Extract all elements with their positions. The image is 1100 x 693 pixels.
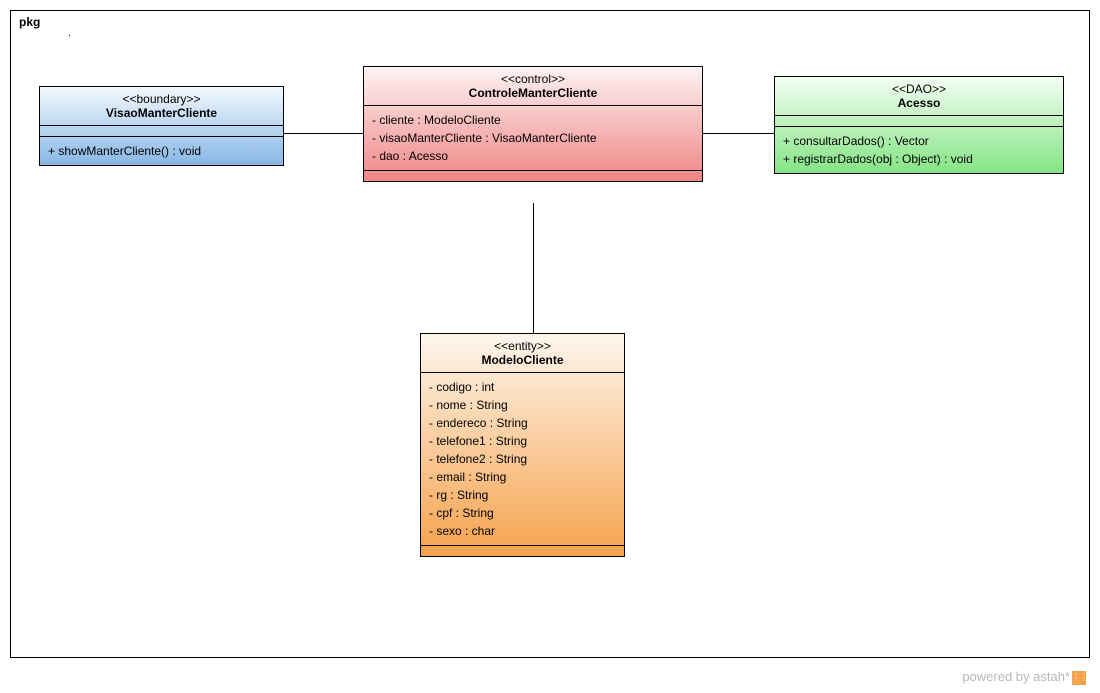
attributes-section: - codigo : int - nome : String - enderec… bbox=[421, 373, 624, 546]
operations-section: + showManterCliente() : void bbox=[40, 137, 283, 165]
attributes-section bbox=[40, 126, 283, 137]
connector-control-dao bbox=[703, 133, 774, 134]
attribute: - sexo : char bbox=[429, 522, 616, 540]
class-header: <<DAO>> Acesso bbox=[775, 77, 1063, 116]
stereotype: <<control>> bbox=[372, 72, 694, 86]
footer-text: powered by astah* bbox=[962, 669, 1070, 684]
footer-credit: powered by astah*⋮⋮ bbox=[962, 669, 1086, 685]
operation: + consultarDados() : Vector bbox=[783, 132, 1055, 150]
class-name: VisaoManterCliente bbox=[48, 106, 275, 120]
attribute: - endereco : String bbox=[429, 414, 616, 432]
class-boundary: <<boundary>> VisaoManterCliente + showMa… bbox=[39, 86, 284, 166]
attribute: - rg : String bbox=[429, 486, 616, 504]
package-label: pkg bbox=[19, 15, 40, 29]
class-header: <<control>> ControleManterCliente bbox=[364, 67, 702, 106]
attribute: - cpf : String bbox=[429, 504, 616, 522]
stereotype: <<boundary>> bbox=[48, 92, 275, 106]
attribute: - nome : String bbox=[429, 396, 616, 414]
class-name: Acesso bbox=[783, 96, 1055, 110]
class-name: ControleManterCliente bbox=[372, 86, 694, 100]
class-entity: <<entity>> ModeloCliente - codigo : int … bbox=[420, 333, 625, 557]
operations-section: + consultarDados() : Vector + registrarD… bbox=[775, 127, 1063, 173]
attributes-section: - cliente : ModeloCliente - visaoManterC… bbox=[364, 106, 702, 171]
class-name: ModeloCliente bbox=[429, 353, 616, 367]
operations-section bbox=[421, 546, 624, 556]
stereotype: <<entity>> bbox=[429, 339, 616, 353]
package-frame: pkg <<boundary>> VisaoManterCliente + sh… bbox=[10, 10, 1090, 658]
class-header: <<entity>> ModeloCliente bbox=[421, 334, 624, 373]
attribute: - email : String bbox=[429, 468, 616, 486]
connector-boundary-control bbox=[284, 133, 363, 134]
class-dao: <<DAO>> Acesso + consultarDados() : Vect… bbox=[774, 76, 1064, 174]
attribute: - dao : Acesso bbox=[372, 147, 694, 165]
attribute: - telefone2 : String bbox=[429, 450, 616, 468]
package-tab: pkg bbox=[10, 10, 70, 36]
class-header: <<boundary>> VisaoManterCliente bbox=[40, 87, 283, 126]
attribute: - cliente : ModeloCliente bbox=[372, 111, 694, 129]
operation: + registrarDados(obj : Object) : void bbox=[783, 150, 1055, 168]
attribute: - codigo : int bbox=[429, 378, 616, 396]
attributes-section bbox=[775, 116, 1063, 127]
class-control: <<control>> ControleManterCliente - clie… bbox=[363, 66, 703, 182]
connector-control-entity bbox=[533, 203, 534, 333]
attribute: - visaoManterCliente : VisaoManterClient… bbox=[372, 129, 694, 147]
stereotype: <<DAO>> bbox=[783, 82, 1055, 96]
operations-section bbox=[364, 171, 702, 181]
attribute: - telefone1 : String bbox=[429, 432, 616, 450]
operation: + showManterCliente() : void bbox=[48, 142, 275, 160]
astah-icon: ⋮⋮ bbox=[1072, 671, 1086, 685]
